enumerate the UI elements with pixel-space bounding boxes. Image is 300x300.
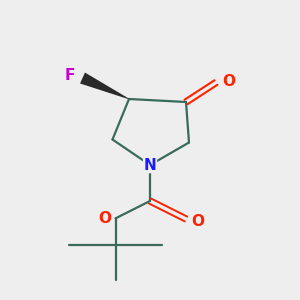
- Polygon shape: [80, 73, 129, 99]
- Text: O: O: [191, 214, 204, 230]
- Text: N: N: [144, 158, 156, 172]
- Text: O: O: [222, 74, 235, 88]
- Text: F: F: [64, 68, 75, 82]
- Text: O: O: [98, 211, 111, 226]
